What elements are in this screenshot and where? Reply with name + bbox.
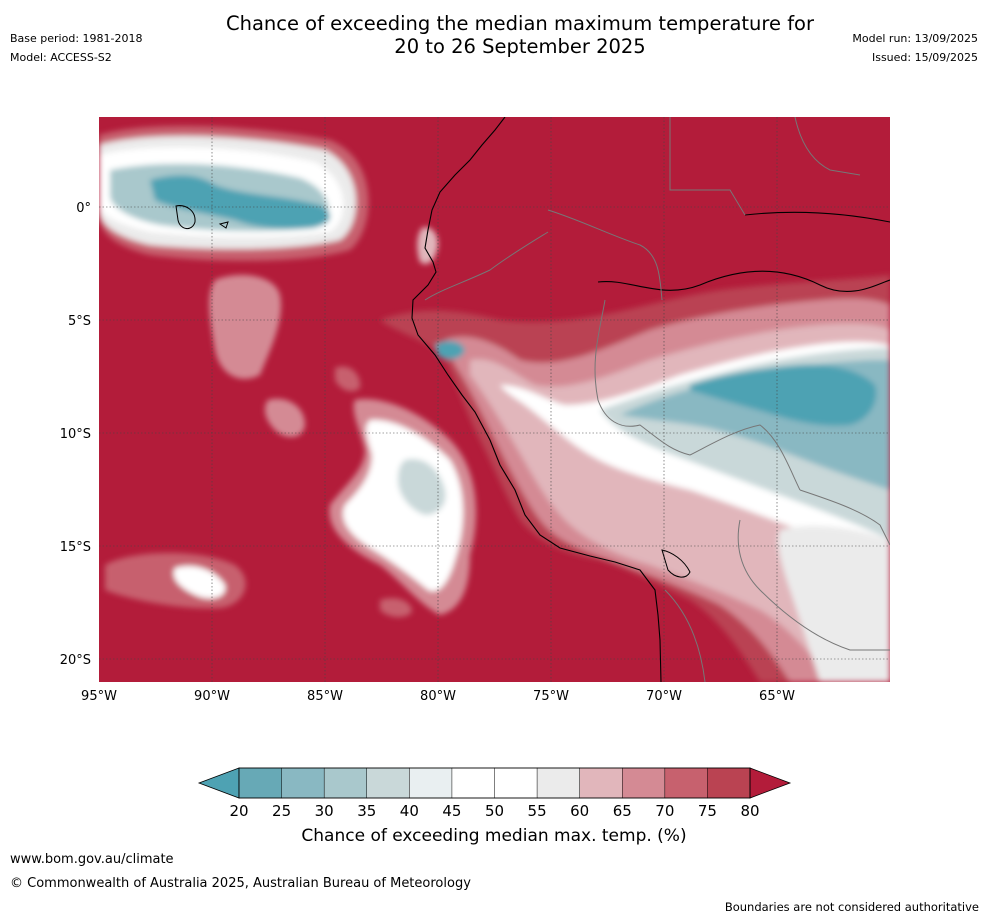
islands	[175, 205, 691, 578]
colorbar-title: Chance of exceeding median max. temp. (%…	[301, 826, 687, 846]
lon-tick-label: 65°W	[759, 689, 795, 704]
header-right-info: Model run: 13/09/2025 Issued: 15/09/2025	[852, 32, 978, 70]
contour-patch-small-b	[335, 366, 361, 392]
contour-offshore-50	[342, 419, 464, 592]
lon-tick-label: 70°W	[646, 689, 682, 704]
contour-patch-north	[209, 275, 281, 379]
colorbar-tick-label: 30	[315, 802, 334, 820]
colorbar-frame	[238, 767, 751, 799]
title-line-1: Chance of exceeding the median maximum t…	[225, 12, 815, 35]
lon-tick-label: 90°W	[194, 689, 230, 704]
contour-patch-west-inner	[173, 565, 226, 599]
lat-tick-label: 5°S	[68, 314, 91, 329]
colorbar-under-arrow	[197, 767, 240, 799]
footer-url: www.bom.gov.au/climate	[10, 852, 174, 867]
colorbar-tick-label: 25	[272, 802, 291, 820]
colorbar-bin	[622, 767, 666, 799]
title-line-2: 20 to 26 September 2025	[394, 35, 646, 58]
colorbar-tick-label: 75	[698, 802, 717, 820]
colorbar-bin	[494, 767, 538, 799]
coastline-caribbean	[744, 211, 890, 223]
lat-tick-label: 20°S	[60, 653, 91, 668]
contour-patch-small-a	[264, 398, 305, 437]
colorbar-bin	[238, 767, 283, 799]
lon-tick-label: 75°W	[533, 689, 569, 704]
lon-tick-label: 85°W	[307, 689, 343, 704]
lon-tick-label: 80°W	[420, 689, 456, 704]
border-colombia-brazil	[547, 209, 663, 301]
colorbar-tick-label: 55	[528, 802, 547, 820]
header-left-info: Base period: 1981-2018 Model: ACCESS-S2	[10, 32, 142, 70]
contour-galapagos-25	[150, 175, 331, 229]
issued-label: Issued: 15/09/2025	[871, 51, 978, 64]
coastline-amazon	[597, 270, 890, 293]
map-plot-area	[99, 117, 890, 682]
border-chile	[664, 589, 706, 682]
lake-titicaca	[661, 549, 691, 578]
colorbar-bins	[238, 767, 751, 799]
footer-copyright: © Commonwealth of Australia 2025, Austra…	[10, 876, 471, 891]
colorbar-tick-label: 40	[400, 802, 419, 820]
border-ecuador-peru	[424, 231, 549, 301]
border-venezuela	[669, 117, 746, 216]
base-period-label: Base period: 1981-2018	[10, 32, 143, 45]
anomaly-contours	[99, 125, 890, 682]
colorbar-bin	[664, 767, 709, 799]
map-gridlines	[99, 117, 890, 682]
colorbar-tick-label: 20	[229, 802, 248, 820]
country-borders	[424, 117, 890, 682]
border-bolivia-brazil	[799, 489, 890, 546]
colorbar-bin	[451, 767, 496, 799]
colorbar-tick-label: 35	[357, 802, 376, 820]
lat-tick-label: 15°S	[60, 540, 91, 555]
border-bolivia-south	[737, 519, 890, 651]
colorbar-tick-label: 70	[655, 802, 674, 820]
border-venezuela-east	[794, 117, 861, 176]
colorbar-bin	[536, 767, 581, 799]
lat-axis-labels: 0° 5°S 10°S 15°S 20°S	[60, 201, 91, 668]
lon-axis-labels: 95°W 90°W 85°W 80°W 75°W 70°W 65°W	[81, 689, 795, 704]
galapagos-island-small	[218, 221, 229, 229]
model-run-label: Model run: 13/09/2025	[852, 32, 978, 45]
contour-patch-small-c	[380, 598, 412, 618]
border-peru-bolivia	[689, 424, 801, 491]
colorbar-tick-labels: 20 25 30 35 40 45 50 55 60 65 70 75 80	[229, 802, 759, 820]
contour-coastal-25	[690, 364, 877, 426]
contour-offshore-40	[398, 459, 446, 515]
contour-colombia-spot	[417, 227, 438, 265]
colorbar-tick-label: 80	[740, 802, 759, 820]
colorbar-tick-label: 60	[570, 802, 589, 820]
colorbar-bin	[579, 767, 623, 799]
contour-east-55	[778, 525, 890, 682]
lon-tick-label: 95°W	[81, 689, 117, 704]
colorbar-tick-label: 50	[485, 802, 504, 820]
lat-tick-label: 10°S	[60, 427, 91, 442]
galapagos-island	[175, 205, 196, 229]
contour-ecuador-spot	[435, 340, 465, 360]
lat-tick-label: 0°	[76, 201, 91, 216]
map-title: Chance of exceeding the median maximum t…	[0, 12, 988, 58]
colorbar: 20 25 30 35 40 45 50 55 60 65 70 75 80	[197, 767, 792, 820]
colorbar-tick-label: 65	[613, 802, 632, 820]
model-label: Model: ACCESS-S2	[10, 51, 112, 64]
colorbar-bin	[409, 767, 453, 799]
colorbar-bin	[323, 767, 368, 799]
colorbar-bin	[707, 767, 751, 799]
colorbar-tick-label: 45	[442, 802, 461, 820]
border-peru-brazil	[594, 299, 691, 456]
coastline	[411, 117, 662, 682]
footer-boundaries-note: Boundaries are not considered authoritat…	[724, 900, 979, 914]
colorbar-over-arrow	[749, 767, 792, 799]
colorbar-bin	[281, 767, 325, 799]
colorbar-bin	[366, 767, 410, 799]
